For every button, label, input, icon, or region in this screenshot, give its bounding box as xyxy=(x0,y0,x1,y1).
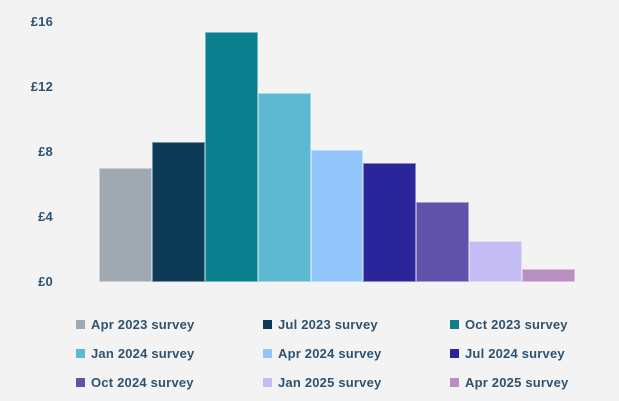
y-axis-label: £16 xyxy=(30,14,53,29)
bar-jan-2024-survey xyxy=(258,93,311,282)
bar-jan-2025-survey xyxy=(469,241,522,282)
bar-oct-2024-survey xyxy=(416,202,469,282)
legend-label: Apr 2024 survey xyxy=(278,346,382,361)
bar-jul-2024-survey xyxy=(363,163,416,282)
legend-swatch xyxy=(450,320,459,329)
legend-item: Jul 2023 survey xyxy=(263,317,378,332)
y-axis-label: £4 xyxy=(38,209,53,224)
legend-label: Oct 2024 survey xyxy=(91,375,194,390)
bar-jul-2023-survey xyxy=(152,142,205,282)
legend-item: Apr 2023 survey xyxy=(76,317,194,332)
legend-swatch xyxy=(263,320,272,329)
legend-label: Jan 2024 survey xyxy=(91,346,195,361)
legend-swatch xyxy=(263,349,272,358)
legend-label: Jul 2024 survey xyxy=(465,346,565,361)
legend-item: Apr 2024 survey xyxy=(263,346,381,361)
legend-swatch xyxy=(76,349,85,358)
legend-swatch xyxy=(76,320,85,329)
legend-label: Jul 2023 survey xyxy=(278,317,378,332)
legend-swatch xyxy=(450,378,459,387)
legend-item: Jan 2025 survey xyxy=(263,375,381,390)
bar-apr-2024-survey xyxy=(311,150,363,282)
legend-label: Oct 2023 survey xyxy=(465,317,568,332)
y-axis-label: £8 xyxy=(38,144,53,159)
y-axis-label: £0 xyxy=(38,274,53,289)
legend-item: Jan 2024 survey xyxy=(76,346,194,361)
chart-legend: Apr 2023 survey Jul 2023 survey Oct 2023 s… xyxy=(0,300,619,401)
legend-item: Jul 2024 survey xyxy=(450,346,565,361)
legend-item: Oct 2023 survey xyxy=(450,317,568,332)
legend-label: Apr 2023 survey xyxy=(91,317,195,332)
legend-swatch xyxy=(76,378,85,387)
legend-item: Oct 2024 survey xyxy=(76,375,194,390)
y-axis-label: £12 xyxy=(30,79,53,94)
legend-swatch xyxy=(263,378,272,387)
legend-item: Apr 2025 survey xyxy=(450,375,568,390)
legend-label: Apr 2025 survey xyxy=(465,375,569,390)
legend-label: Jan 2025 survey xyxy=(278,375,382,390)
bar-apr-2025-survey xyxy=(522,269,575,282)
plot-area: £0 £4 £8 £12 £16 xyxy=(30,14,575,289)
legend-swatch xyxy=(450,349,459,358)
bar-oct-2023-survey xyxy=(205,32,258,282)
bar-apr-2023-survey xyxy=(99,168,152,282)
